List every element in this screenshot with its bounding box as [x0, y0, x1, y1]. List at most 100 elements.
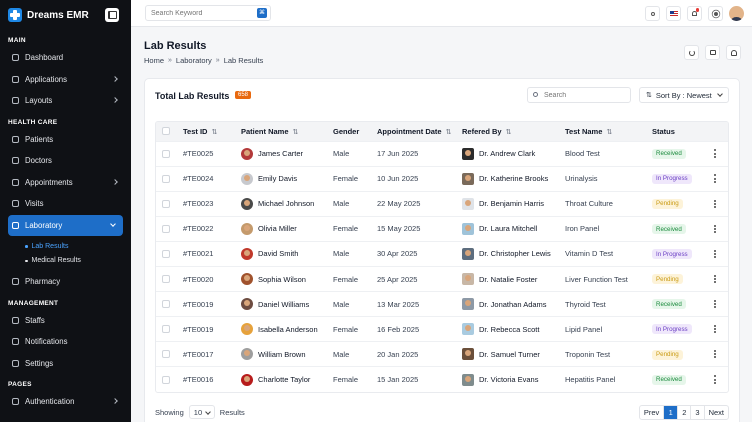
table-row[interactable]: #TE0021 David Smith Male 30 Apr 2025 Dr. Chr… — [156, 241, 728, 266]
sidebar-item-doctors[interactable]: Doctors — [0, 150, 131, 172]
doctor-name[interactable]: Dr. Victoria Evans — [479, 375, 539, 385]
test-id[interactable]: #TE0025 — [183, 149, 214, 159]
sidebar-item-layouts[interactable]: Layouts — [0, 90, 131, 112]
test-id[interactable]: #TE0023 — [183, 199, 214, 209]
test-id[interactable]: #TE0017 — [183, 349, 214, 359]
breadcrumb-home[interactable]: Home — [144, 56, 165, 65]
table-row[interactable]: #TE0019 Isabella Anderson Female 16 Feb 202… — [156, 316, 728, 342]
sidebar-collapse-button[interactable] — [105, 8, 119, 22]
doctor-name[interactable]: Dr. Laura Mitchell — [479, 224, 538, 234]
more-options-icon[interactable] — [714, 149, 717, 158]
table-row[interactable]: #TE0017 William Brown Male 20 Jan 2025 Dr. S… — [156, 341, 728, 367]
patient-avatar[interactable] — [241, 222, 253, 235]
sidebar-item-applications[interactable]: Applications — [0, 69, 131, 91]
brand[interactable]: Dreams EMR — [0, 0, 131, 30]
refresh-button[interactable] — [684, 45, 699, 60]
doctor-name[interactable]: Dr. Andrew Clark — [479, 149, 536, 159]
sidebar-item-laboratory[interactable]: Laboratory — [8, 214, 123, 236]
test-id[interactable]: #TE0019 — [183, 324, 214, 334]
table-row[interactable]: #TE0025 James Carter Male 17 Jun 2025 Dr. An… — [156, 141, 728, 166]
sort-arrows-icon[interactable]: ⇅ — [211, 128, 218, 136]
patient-avatar[interactable] — [241, 273, 253, 286]
notifications-button[interactable] — [687, 6, 702, 21]
row-checkbox[interactable] — [162, 199, 170, 208]
sidebar-item-appointments[interactable]: Appointments — [0, 172, 131, 194]
row-checkbox[interactable] — [162, 275, 170, 284]
prev-page-button[interactable]: Prev — [640, 405, 665, 419]
sort-arrows-icon[interactable]: ⇅ — [292, 128, 299, 136]
doctor-name[interactable]: Dr. Benjamin Harris — [479, 199, 545, 209]
sidebar-item-authentication[interactable]: Authentication — [0, 391, 131, 413]
doctor-name[interactable]: Dr. Rebecca Scott — [479, 324, 540, 334]
page-button-2[interactable]: 2 — [678, 405, 692, 419]
doctor-avatar[interactable] — [462, 222, 474, 235]
patient-avatar[interactable] — [241, 197, 253, 210]
test-id[interactable]: #TE0016 — [183, 375, 214, 385]
patient-avatar[interactable] — [241, 247, 253, 260]
table-row[interactable]: #TE0019 Daniel Williams Male 13 Mar 2025 Dr.… — [156, 291, 728, 317]
more-options-icon[interactable] — [714, 299, 717, 309]
test-id[interactable]: #TE0020 — [183, 274, 214, 284]
doctor-avatar[interactable] — [462, 147, 474, 160]
test-id[interactable]: #TE0021 — [183, 249, 214, 259]
page-button-3[interactable]: 3 — [691, 405, 705, 419]
sidebar-item-visits[interactable]: Visits — [0, 193, 131, 215]
doctor-avatar[interactable] — [462, 348, 474, 361]
sidebar-item-staffs[interactable]: Staffs — [0, 310, 131, 332]
table-search-input[interactable] — [544, 89, 624, 101]
row-checkbox[interactable] — [162, 174, 170, 183]
theme-toggle-button[interactable] — [708, 6, 723, 21]
download-button[interactable] — [726, 45, 741, 60]
doctor-avatar[interactable] — [462, 172, 474, 185]
row-checkbox[interactable] — [162, 249, 170, 258]
sidebar-subitem-medical-results[interactable]: Medical Results — [0, 254, 131, 269]
test-id[interactable]: #TE0019 — [183, 299, 214, 309]
sidebar-subitem-lab-results[interactable]: Lab Results — [0, 239, 131, 254]
patient-name[interactable]: Olivia Miller — [258, 224, 297, 234]
patient-name[interactable]: James Carter — [258, 149, 304, 159]
page-size-select[interactable]: 10 — [188, 405, 215, 419]
patient-avatar[interactable] — [241, 323, 253, 336]
sidebar-item-dashboard[interactable]: Dashboard — [0, 47, 131, 69]
more-options-icon[interactable] — [714, 350, 717, 359]
test-id[interactable]: #TE0024 — [183, 174, 214, 184]
print-button[interactable] — [705, 45, 720, 60]
patient-avatar[interactable] — [241, 172, 253, 185]
table-row[interactable]: #TE0022 Olivia Miller Female 15 May 2025 Dr.… — [156, 216, 728, 241]
patient-name[interactable]: Michael Johnson — [258, 199, 315, 209]
sort-arrows-icon[interactable]: ⇅ — [445, 128, 452, 136]
more-options-icon[interactable] — [714, 224, 717, 234]
test-id[interactable]: #TE0022 — [183, 224, 214, 234]
row-checkbox[interactable] — [162, 149, 170, 158]
more-options-icon[interactable] — [714, 375, 717, 384]
more-options-icon[interactable] — [714, 174, 717, 183]
patient-name[interactable]: Charlotte Taylor — [258, 375, 311, 385]
sort-arrows-icon[interactable]: ⇅ — [505, 128, 512, 136]
patient-avatar[interactable] — [241, 298, 253, 311]
doctor-name[interactable]: Dr. Christopher Lewis — [479, 249, 551, 259]
patient-avatar[interactable] — [241, 147, 253, 160]
patient-name[interactable]: Isabella Anderson — [258, 324, 318, 334]
row-checkbox[interactable] — [162, 224, 170, 233]
table-row[interactable]: #TE0020 Sophia Wilson Female 25 Apr 2025 Dr.… — [156, 266, 728, 291]
next-page-button[interactable]: Next — [708, 407, 724, 417]
sidebar-item-notifications[interactable]: Notifications — [0, 331, 131, 353]
row-checkbox[interactable] — [162, 375, 170, 384]
patient-name[interactable]: Daniel Williams — [258, 299, 310, 309]
page-button-1[interactable]: 1 — [664, 405, 679, 419]
language-button[interactable] — [666, 6, 681, 21]
select-all-checkbox[interactable] — [162, 127, 170, 136]
more-options-icon[interactable] — [714, 274, 717, 284]
search-shortcut-icon[interactable]: ⌘ — [257, 8, 267, 18]
doctor-name[interactable]: Dr. Jonathan Adams — [479, 299, 547, 309]
sidebar-item-patients[interactable]: Patients — [0, 129, 131, 151]
column-header[interactable]: Patient Name ⇅ — [241, 126, 299, 136]
more-options-icon[interactable] — [714, 199, 717, 208]
sidebar-item-pharmacy[interactable]: Pharmacy — [0, 271, 131, 293]
doctor-avatar[interactable] — [462, 273, 474, 286]
user-avatar[interactable] — [729, 6, 744, 21]
patient-name[interactable]: David Smith — [258, 249, 299, 259]
row-checkbox[interactable] — [162, 300, 170, 309]
doctor-avatar[interactable] — [462, 373, 474, 386]
column-header[interactable]: Refered By ⇅ — [462, 126, 512, 136]
